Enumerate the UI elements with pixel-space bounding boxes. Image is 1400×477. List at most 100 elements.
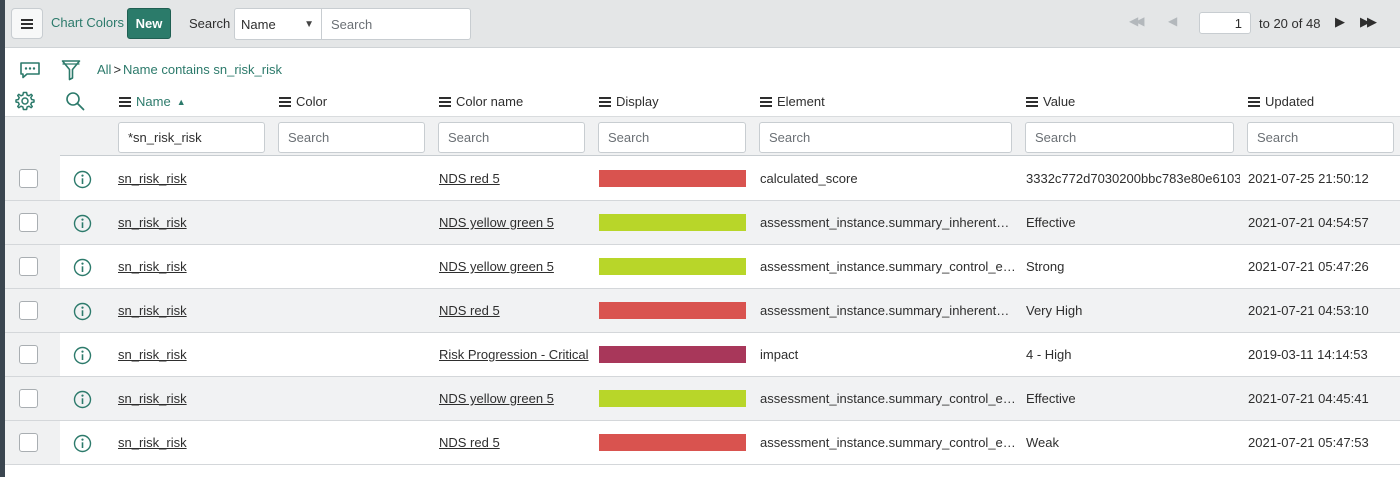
- search-field-value: Name: [241, 17, 276, 32]
- search-icon[interactable]: [65, 91, 85, 111]
- row-value: Very High: [1026, 303, 1083, 318]
- row-updated: 2021-07-21 04:45:41: [1248, 391, 1369, 406]
- activity-stream-icon[interactable]: [19, 61, 41, 79]
- info-icon[interactable]: [73, 390, 92, 409]
- row-value: 4 - High: [1026, 347, 1072, 362]
- info-icon[interactable]: [73, 302, 92, 321]
- table-row[interactable]: sn_risk_risk NDS red 5 assessment_instan…: [5, 421, 1400, 465]
- filter-updated-input[interactable]: [1247, 122, 1394, 153]
- filter-name-input[interactable]: [118, 122, 265, 153]
- first-page-icon[interactable]: ◀◀: [1129, 14, 1144, 28]
- row-name-link[interactable]: sn_risk_risk: [118, 347, 187, 362]
- column-menu-icon[interactable]: [439, 96, 451, 107]
- table-row[interactable]: sn_risk_risk NDS yellow green 5 assessme…: [5, 245, 1400, 289]
- row-element: assessment_instance.summary_inherent_ris…: [760, 303, 1016, 318]
- row-checkbox[interactable]: [19, 257, 38, 276]
- filter-display-input[interactable]: [598, 122, 746, 153]
- table-row[interactable]: sn_risk_risk NDS red 5 assessment_instan…: [5, 289, 1400, 333]
- column-header-value[interactable]: Value: [1026, 94, 1075, 109]
- info-icon[interactable]: [73, 346, 92, 365]
- breadcrumb: All > Name contains sn_risk_risk: [97, 62, 282, 77]
- row-color-name-link[interactable]: NDS red 5: [439, 171, 500, 186]
- previous-page-icon[interactable]: ◀: [1168, 14, 1178, 28]
- row-checkbox[interactable]: [19, 433, 38, 452]
- column-menu-icon[interactable]: [760, 96, 772, 107]
- search-input[interactable]: [321, 8, 471, 40]
- info-icon[interactable]: [73, 214, 92, 233]
- column-header-updated[interactable]: Updated: [1248, 94, 1314, 109]
- column-menu-icon[interactable]: [1248, 96, 1260, 107]
- row-value: Strong: [1026, 259, 1065, 274]
- row-color-name-link[interactable]: Risk Progression - Critical: [439, 347, 589, 362]
- row-checkbox[interactable]: [19, 169, 38, 188]
- column-menu-icon[interactable]: [279, 96, 291, 107]
- row-name-link[interactable]: sn_risk_risk: [118, 303, 187, 318]
- row-updated: 2021-07-25 21:50:12: [1248, 171, 1369, 186]
- filter-color-input[interactable]: [278, 122, 425, 153]
- breadcrumb-row: All > Name contains sn_risk_risk: [5, 49, 1400, 89]
- row-element: assessment_instance.summary_inherent_ris…: [760, 215, 1016, 230]
- column-header-element[interactable]: Element: [760, 94, 825, 109]
- column-header-display[interactable]: Display: [599, 94, 659, 109]
- list-title[interactable]: Chart Colors: [51, 15, 124, 30]
- row-updated: 2019-03-11 14:14:53: [1248, 347, 1368, 362]
- column-header-color[interactable]: Color: [279, 94, 327, 109]
- next-page-icon[interactable]: ▶: [1335, 14, 1345, 29]
- row-color-name-link[interactable]: NDS yellow green 5: [439, 215, 554, 230]
- row-display-swatch: [599, 258, 746, 275]
- row-name-link[interactable]: sn_risk_risk: [118, 391, 187, 406]
- row-name-link[interactable]: sn_risk_risk: [118, 259, 187, 274]
- row-checkbox[interactable]: [19, 389, 38, 408]
- row-element: assessment_instance.summary_control_effe…: [760, 259, 1016, 274]
- row-display-swatch: [599, 214, 746, 231]
- new-button[interactable]: New: [127, 8, 171, 39]
- last-page-icon[interactable]: ▶▶: [1360, 14, 1377, 29]
- row-name-link[interactable]: sn_risk_risk: [118, 171, 187, 186]
- column-filter-row: [5, 116, 1400, 157]
- row-color-name-link[interactable]: NDS red 5: [439, 435, 500, 450]
- column-header-color-name[interactable]: Color name: [439, 94, 523, 109]
- row-element: calculated_score: [760, 171, 858, 186]
- hamburger-icon: [21, 18, 33, 29]
- row-checkbox[interactable]: [19, 213, 38, 232]
- table-row[interactable]: sn_risk_risk NDS yellow green 5 assessme…: [5, 201, 1400, 245]
- row-value: 3332c772d7030200bbc783e80e6103e1: [1026, 171, 1240, 186]
- row-display-swatch: [599, 346, 746, 363]
- list-menu-button[interactable]: [11, 8, 43, 39]
- row-name-link[interactable]: sn_risk_risk: [118, 215, 187, 230]
- info-icon[interactable]: [73, 170, 92, 189]
- search-field-select[interactable]: Name ▼: [234, 8, 322, 40]
- table-row[interactable]: sn_risk_risk Risk Progression - Critical…: [5, 333, 1400, 377]
- column-header-name[interactable]: Name ▲: [119, 94, 186, 109]
- row-display-swatch: [599, 170, 746, 187]
- info-icon[interactable]: [73, 434, 92, 453]
- filter-element-input[interactable]: [759, 122, 1012, 153]
- table-row[interactable]: sn_risk_risk NDS red 5 calculated_score …: [5, 157, 1400, 201]
- row-checkbox[interactable]: [19, 345, 38, 364]
- breadcrumb-condition[interactable]: Name contains sn_risk_risk: [123, 62, 282, 77]
- column-header-row: Name ▲ Color Color name Display Element …: [5, 89, 1400, 116]
- gear-icon[interactable]: [15, 91, 35, 111]
- row-name-link[interactable]: sn_risk_risk: [118, 435, 187, 450]
- page-number-input[interactable]: [1199, 12, 1251, 34]
- info-icon[interactable]: [73, 258, 92, 277]
- column-menu-icon[interactable]: [119, 96, 131, 107]
- column-menu-icon[interactable]: [1026, 96, 1038, 107]
- filter-value-input[interactable]: [1025, 122, 1234, 153]
- sort-ascending-icon: ▲: [176, 96, 186, 107]
- left-nav-strip: [0, 0, 5, 477]
- table-row[interactable]: sn_risk_risk NDS yellow green 5 assessme…: [5, 377, 1400, 421]
- page-range-text: to 20 of 48: [1259, 16, 1321, 31]
- row-checkbox[interactable]: [19, 301, 38, 320]
- table-body: sn_risk_risk NDS red 5 calculated_score …: [5, 157, 1400, 465]
- row-color-name-link[interactable]: NDS yellow green 5: [439, 391, 554, 406]
- row-color-name-link[interactable]: NDS yellow green 5: [439, 259, 554, 274]
- row-value: Effective: [1026, 215, 1076, 230]
- row-color-name-link[interactable]: NDS red 5: [439, 303, 500, 318]
- filter-icon[interactable]: [61, 59, 81, 81]
- filter-color-name-input[interactable]: [438, 122, 585, 153]
- row-updated: 2021-07-21 05:47:53: [1248, 435, 1369, 450]
- breadcrumb-all[interactable]: All: [97, 62, 112, 77]
- row-updated: 2021-07-21 05:47:26: [1248, 259, 1369, 274]
- column-menu-icon[interactable]: [599, 96, 611, 107]
